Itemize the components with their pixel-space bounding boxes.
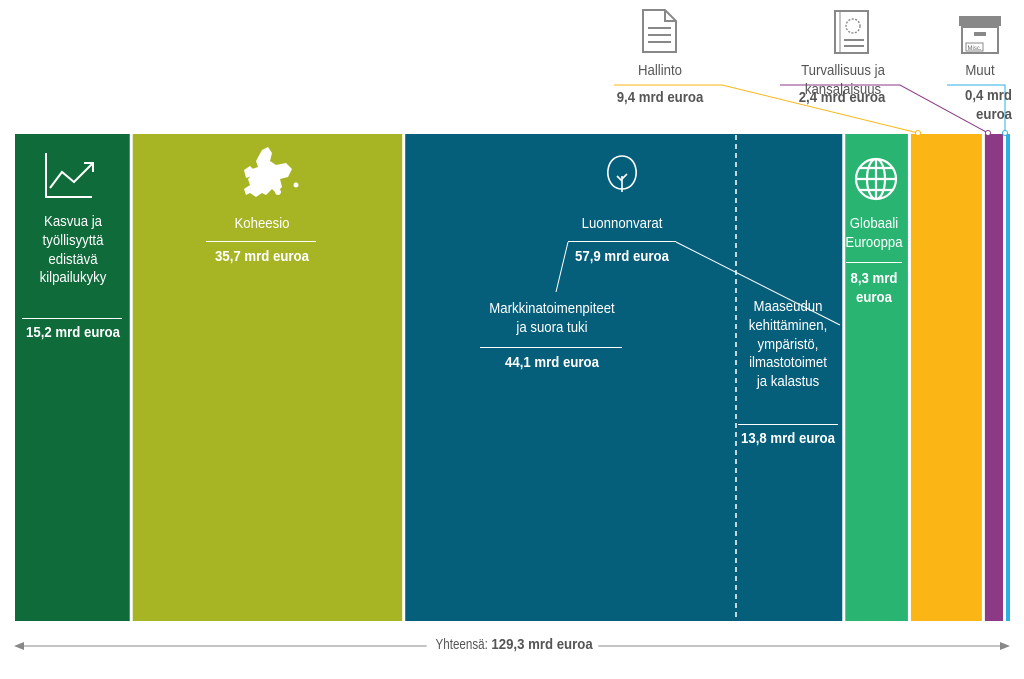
europe-map-icon	[244, 147, 299, 197]
label-hallinto-value: 9,4 mrd euroa	[590, 89, 730, 108]
label-turvallisuus-value: 2,4 mrd euroa	[772, 89, 912, 108]
leader-hallinto-dot	[915, 130, 921, 136]
markkina-value: 44,1 mrd euroa	[505, 354, 599, 371]
label-luonnonvarat: Luonnonvarat	[542, 215, 702, 234]
label-globaali-value: 8,3 mrd euroa	[836, 270, 912, 308]
globaali-value-2: euroa	[856, 288, 892, 306]
globe-icon	[854, 157, 898, 201]
total-label: Yhteensä: 129,3 mrd euroa	[0, 636, 1024, 653]
kasvu-name-3: edistävä	[48, 250, 98, 268]
bar-turvallisuus-ja-kansalaisuus	[984, 134, 1003, 621]
kasvu-name-2: työllisyyttä	[42, 231, 104, 249]
label-kasvu: Kasvua ja työllisyyttä edistävä kilpailu…	[15, 213, 131, 288]
bar-koheesio	[132, 134, 403, 621]
koheesio-name: Koheesio	[234, 215, 290, 232]
koheesio-separator	[206, 241, 316, 242]
label-turvallisuus: Turvallisuus ja kansalaisuus	[750, 62, 936, 100]
maaseutu-name-2: kehittäminen,	[748, 316, 828, 334]
label-hallinto: Hallinto	[600, 62, 720, 81]
label-koheesio: Koheesio	[182, 215, 342, 234]
muut-value-2: euroa	[976, 105, 1012, 123]
maaseutu-name-1: Maaseudun	[753, 298, 823, 315]
passport-icon	[834, 10, 869, 54]
total-arrow-left	[14, 642, 24, 650]
markkina-separator	[480, 347, 622, 348]
kasvu-name-4: kilpailukyky	[39, 269, 107, 287]
markkina-name-2: ja suora tuki	[516, 318, 588, 336]
globaali-separator	[846, 262, 902, 263]
line-chart-icon	[45, 153, 94, 198]
label-markkina-value: 44,1 mrd euroa	[472, 354, 632, 373]
koheesio-value: 35,7 mrd euroa	[215, 248, 309, 265]
bar-globaali-eurooppa	[845, 134, 908, 621]
label-muut-value: 0,4 mrd euroa	[944, 87, 1012, 125]
label-markkina: Markkinatoimenpiteet ja suora tuki	[462, 300, 642, 338]
hallinto-name: Hallinto	[637, 62, 683, 79]
leader-muut	[947, 84, 1006, 133]
bar-kasvua-ja-työllisyyttä-edistävä-kilpailukyky	[15, 134, 130, 621]
bar-hallinto	[910, 134, 982, 621]
leader-hallinto	[614, 84, 919, 134]
kasvu-name-1: Kasvua ja	[44, 213, 102, 230]
hallinto-value: 9,4 mrd euroa	[616, 89, 704, 106]
bar-luonnonvarat	[405, 134, 843, 621]
bar-muut	[1006, 134, 1010, 621]
kasvu-value: 15,2 mrd euroa	[26, 324, 120, 341]
bars-group	[15, 134, 1010, 621]
document-icon	[642, 9, 677, 53]
maaseutu-name-5: ja kalastus	[756, 373, 820, 390]
maaseutu-value: 13,8 mrd euroa	[741, 430, 835, 447]
luonnonvarat-separator	[568, 241, 676, 242]
label-luonnonvarat-value: 57,9 mrd euroa	[542, 248, 702, 267]
leader-muut-dot	[1002, 130, 1008, 136]
turvallisuus-name: Turvallisuus ja kansalaisuus	[801, 62, 885, 98]
markkina-name-1: Markkinatoimenpiteet	[489, 300, 615, 317]
leader-turvallisuus	[780, 84, 989, 134]
label-maaseutu: Maaseudun kehittäminen, ympäristö, ilmas…	[726, 298, 850, 392]
maaseutu-separator	[738, 424, 838, 425]
connector-markkina	[555, 241, 569, 293]
archive-box-text: Misc.	[968, 46, 982, 52]
label-kasvu-value: 15,2 mrd euroa	[8, 324, 138, 343]
turvallisuus-value: 2,4 mrd euroa	[798, 89, 886, 106]
globaali-name-2: Eurooppa	[845, 233, 903, 251]
label-maaseutu-value: 13,8 mrd euroa	[724, 430, 852, 449]
total-arrow-right	[1000, 642, 1010, 650]
kasvu-separator	[22, 318, 122, 319]
total-prefix: Yhteensä:	[435, 636, 488, 653]
label-muut: Muut	[950, 62, 1010, 81]
muut-value-1: 0,4 mrd	[965, 87, 1012, 104]
total-value: 129,3 mrd euroa	[491, 636, 593, 653]
maaseutu-name-4: ilmastotoimet	[749, 354, 827, 372]
muut-name: Muut	[965, 62, 995, 79]
label-globaali: Globaali Eurooppa	[836, 215, 912, 253]
globaali-name-1: Globaali	[849, 215, 899, 232]
luonnonvarat-name: Luonnonvarat	[581, 215, 663, 232]
label-koheesio-value: 35,7 mrd euroa	[180, 248, 344, 267]
maaseutu-name-3: ympäristö,	[757, 335, 819, 353]
luonnonvarat-value: 57,9 mrd euroa	[575, 248, 669, 265]
globaali-value-1: 8,3 mrd	[850, 270, 898, 287]
tree-icon	[607, 155, 637, 192]
leader-turvallisuus-dot	[985, 130, 991, 136]
archive-box-icon: Misc.	[959, 16, 1001, 54]
connector-maaseutu	[675, 241, 841, 326]
